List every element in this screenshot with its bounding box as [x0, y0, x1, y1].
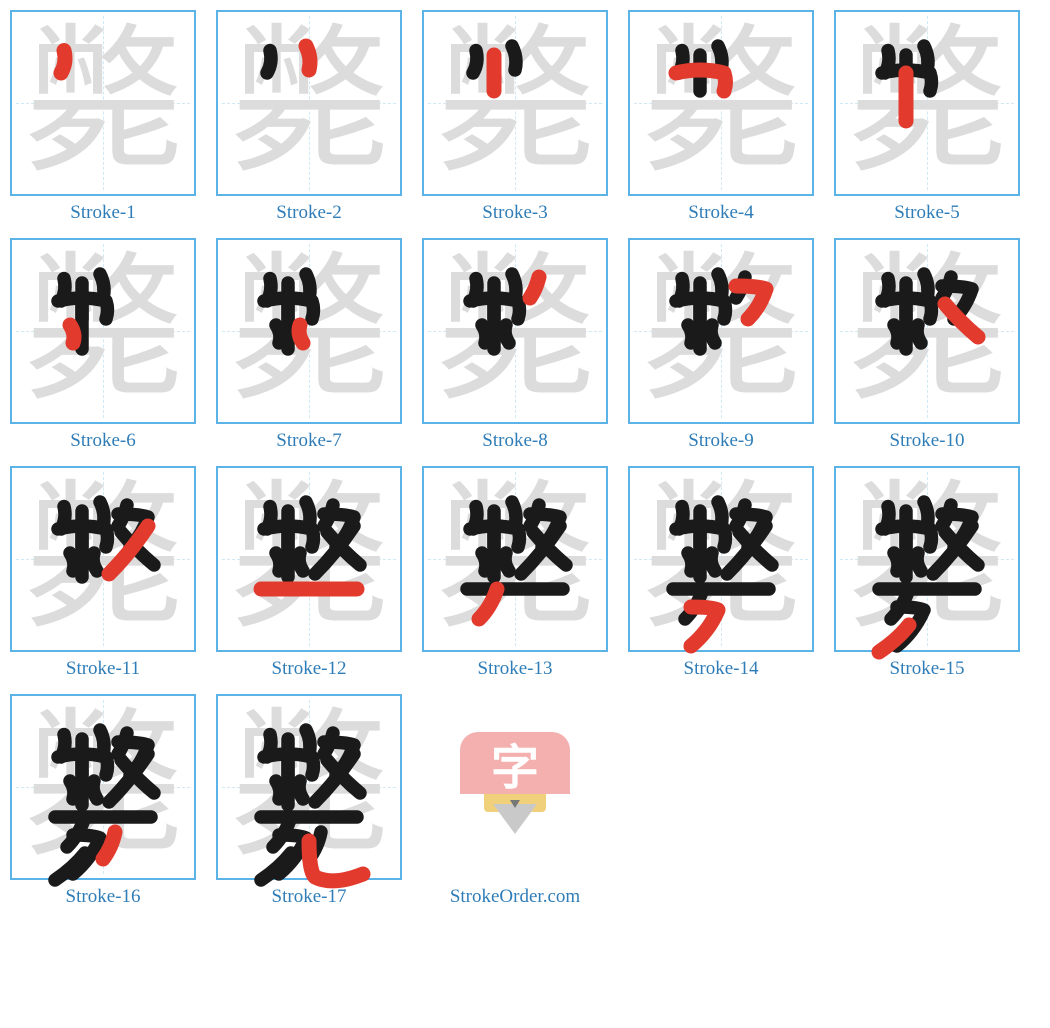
stroke-overlay — [219, 469, 399, 679]
stroke-cell-9: 斃Stroke-9 — [628, 238, 814, 452]
stroke-overlay — [219, 697, 399, 907]
stroke-cell-5: 斃Stroke-5 — [834, 10, 1020, 224]
stroke-cell-12: 斃Stroke-12 — [216, 466, 402, 680]
stroke-cell-17: 斃Stroke-17 — [216, 694, 402, 908]
stroke-overlay — [631, 241, 811, 451]
stroke-grid: 斃Stroke-1斃Stroke-2斃Stroke-3斃Stroke-4斃Str… — [10, 10, 1040, 908]
stroke-overlay — [13, 241, 193, 451]
stroke-box: 斃 — [834, 10, 1020, 196]
stroke-box: 斃 — [834, 238, 1020, 424]
stroke-cell-4: 斃Stroke-4 — [628, 10, 814, 224]
stroke-cell-15: 斃Stroke-15 — [834, 466, 1020, 680]
stroke-box: 斃 — [834, 466, 1020, 652]
watermark-icon: 字 — [422, 694, 608, 880]
pencil-icon — [493, 804, 537, 834]
stroke-box: 斃 — [10, 466, 196, 652]
watermark-char: 字 — [460, 732, 570, 794]
stroke-box: 斃 — [216, 694, 402, 880]
stroke-box: 斃 — [628, 10, 814, 196]
stroke-box: 斃 — [422, 10, 608, 196]
stroke-box: 斃 — [216, 238, 402, 424]
stroke-cell-14: 斃Stroke-14 — [628, 466, 814, 680]
stroke-box: 斃 — [10, 694, 196, 880]
stroke-box: 斃 — [422, 238, 608, 424]
stroke-box: 斃 — [628, 238, 814, 424]
stroke-cell-16: 斃Stroke-16 — [10, 694, 196, 908]
stroke-box: 斃 — [628, 466, 814, 652]
stroke-cell-11: 斃Stroke-11 — [10, 466, 196, 680]
stroke-box: 斃 — [10, 10, 196, 196]
stroke-box: 斃 — [422, 466, 608, 652]
stroke-cell-2: 斃Stroke-2 — [216, 10, 402, 224]
stroke-overlay — [13, 697, 193, 907]
stroke-cell-1: 斃Stroke-1 — [10, 10, 196, 224]
stroke-cell-8: 斃Stroke-8 — [422, 238, 608, 452]
stroke-box: 斃 — [216, 10, 402, 196]
watermark-label: StrokeOrder.com — [450, 886, 580, 908]
stroke-overlay — [837, 241, 1017, 451]
stroke-cell-10: 斃Stroke-10 — [834, 238, 1020, 452]
stroke-overlay — [631, 469, 811, 679]
stroke-overlay — [837, 469, 1017, 679]
stroke-cell-6: 斃Stroke-6 — [10, 238, 196, 452]
stroke-cell-3: 斃Stroke-3 — [422, 10, 608, 224]
watermark-cell: 字 StrokeOrder.com — [422, 694, 608, 908]
stroke-cell-13: 斃Stroke-13 — [422, 466, 608, 680]
stroke-overlay — [13, 469, 193, 679]
stroke-overlay — [425, 469, 605, 679]
stroke-box: 斃 — [10, 238, 196, 424]
stroke-overlay — [631, 13, 811, 223]
stroke-cell-7: 斃Stroke-7 — [216, 238, 402, 452]
stroke-overlay — [219, 13, 399, 223]
stroke-overlay — [425, 241, 605, 451]
stroke-box: 斃 — [216, 466, 402, 652]
stroke-overlay — [219, 241, 399, 451]
stroke-overlay — [13, 13, 193, 223]
stroke-overlay — [837, 13, 1017, 223]
stroke-overlay — [425, 13, 605, 223]
